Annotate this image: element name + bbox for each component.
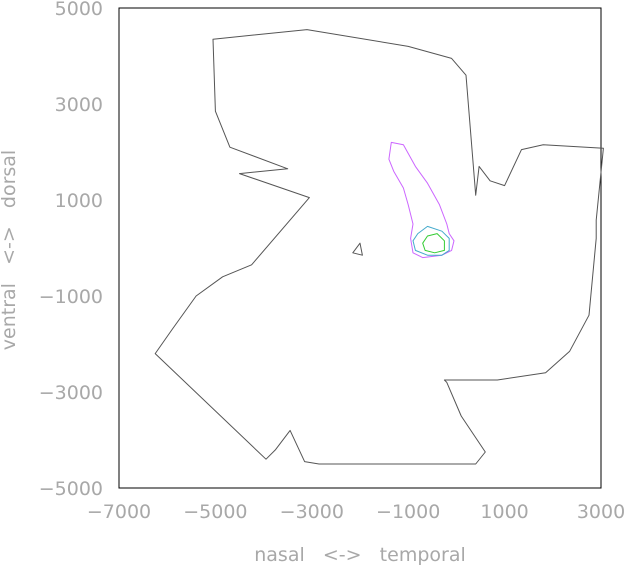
contour-outer-line bbox=[388, 141, 455, 259]
x-tick-label: 1000 bbox=[480, 501, 528, 523]
x-tick-label: −5000 bbox=[183, 501, 247, 523]
x-tick-label: −3000 bbox=[280, 501, 344, 523]
x-tick-label: −7000 bbox=[87, 501, 151, 523]
y-axis-label: ventral <-> dorsal bbox=[0, 150, 20, 350]
y-tick-label: −1000 bbox=[39, 286, 103, 308]
y-tick-label: 5000 bbox=[55, 0, 103, 20]
x-axis-tick-labels: −7000 −5000 −3000 −1000 1000 3000 bbox=[87, 501, 625, 523]
y-tick-label: −5000 bbox=[39, 478, 103, 500]
contour-mid-line bbox=[412, 225, 450, 256]
plot-series-group bbox=[154, 29, 604, 465]
contour-inner-line bbox=[422, 233, 445, 254]
outline-fragment-line bbox=[352, 242, 363, 256]
x-tick-label: 3000 bbox=[577, 501, 625, 523]
x-tick-label: −1000 bbox=[376, 501, 440, 523]
y-tick-label: −3000 bbox=[39, 382, 103, 404]
y-tick-label: 1000 bbox=[55, 190, 103, 212]
y-tick-label: 3000 bbox=[55, 94, 103, 116]
outline-line bbox=[154, 29, 604, 465]
x-axis-label: nasal <-> temporal bbox=[254, 544, 466, 566]
plot-frame bbox=[118, 7, 602, 489]
y-axis-tick-labels: −5000 −3000 −1000 1000 3000 5000 bbox=[39, 0, 103, 500]
